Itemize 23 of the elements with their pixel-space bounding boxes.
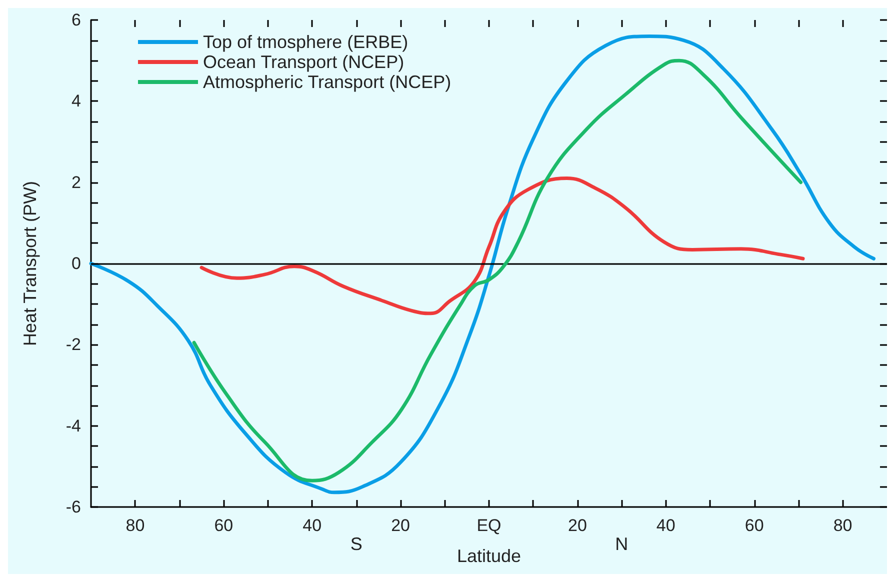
- legend-label: Atmospheric Transport (NCEP): [203, 72, 452, 92]
- x-axis-title: Latitude: [456, 546, 522, 566]
- x-tick-label: 80: [126, 516, 145, 535]
- y-tick-label: 2: [72, 172, 81, 192]
- y-tick-label: -2: [66, 335, 81, 354]
- y-tick-label: -4: [66, 416, 81, 436]
- x-tick-label: 20: [391, 516, 410, 535]
- text: S: [350, 534, 362, 554]
- x-tick-label: 60: [744, 516, 764, 535]
- x-tick-label: 60: [214, 516, 234, 535]
- x-tick-label: 20: [568, 516, 587, 535]
- y-tick-label: 0: [72, 254, 81, 273]
- legend-label: Top of tmosphere (ERBE): [203, 32, 408, 52]
- y-tick-label: 4: [72, 92, 81, 111]
- legend-label: Ocean Transport (NCEP): [203, 52, 404, 72]
- x-tick-label: 80: [833, 516, 852, 535]
- text: N: [615, 534, 628, 554]
- x-tick-label: EQ: [476, 516, 502, 535]
- x-tick-label: 40: [656, 516, 676, 535]
- x-tick-label: 40: [302, 516, 322, 535]
- y-tick-label: 6: [72, 10, 81, 30]
- y-tick-label: -6: [66, 498, 81, 516]
- y-axis-title: Heat Transport (PW): [20, 180, 40, 346]
